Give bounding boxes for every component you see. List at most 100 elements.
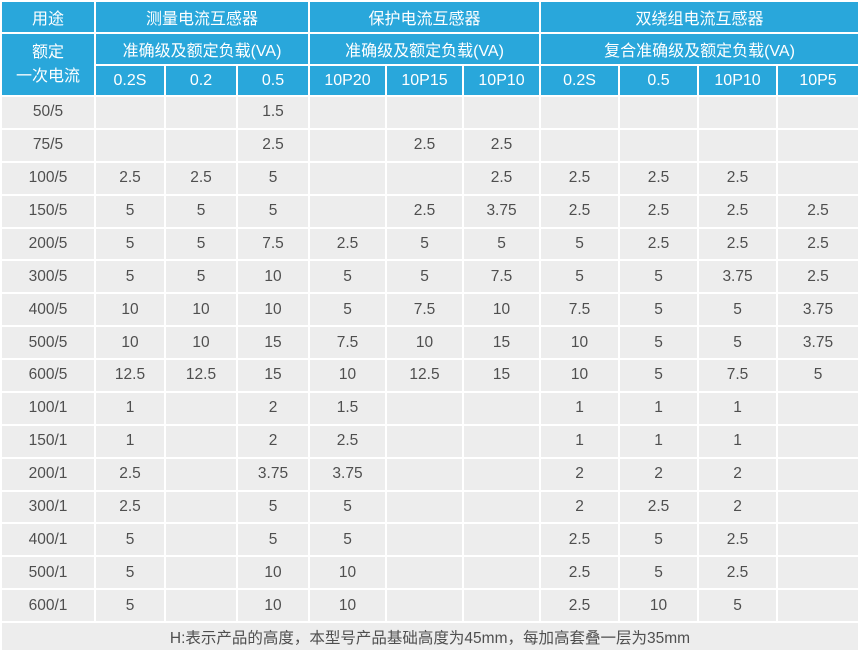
table-row: 100/1 1 2 1.5 1 1 1	[2, 392, 858, 424]
load-value-cell	[166, 491, 236, 523]
load-value-cell: 2.5	[699, 162, 777, 194]
load-value-cell: 10	[238, 261, 309, 293]
load-value-cell: 5	[620, 557, 698, 589]
load-value-cell: 12.5	[96, 360, 164, 391]
load-value-cell: 2.5	[96, 491, 164, 523]
load-value-cell	[699, 97, 777, 128]
load-value-cell: 5	[96, 261, 164, 293]
load-value-cell	[166, 97, 236, 128]
row-current-label: 200/5	[2, 228, 94, 260]
load-value-cell: 1.5	[310, 392, 386, 424]
load-value-cell: 2	[541, 458, 619, 490]
load-value-cell: 1.5	[238, 97, 309, 128]
row-current-label: 100/1	[2, 392, 94, 424]
load-value-cell	[778, 97, 858, 128]
load-value-cell: 10	[166, 294, 236, 326]
load-value-cell: 2.5	[464, 129, 540, 161]
load-value-cell	[464, 590, 540, 621]
measuring-ct-group-header: 测量电流互感器	[96, 2, 309, 32]
load-value-cell: 10	[238, 294, 309, 326]
load-value-cell: 3.75	[238, 458, 309, 490]
load-value-cell: 2.5	[620, 228, 698, 260]
table-row: 150/1 1 2 2.5 1 1 1	[2, 425, 858, 457]
usage-header-cell: 用途	[2, 2, 94, 32]
load-value-cell	[387, 97, 463, 128]
load-value-cell	[310, 162, 386, 194]
load-value-cell: 5	[310, 261, 386, 293]
load-value-cell: 3.75	[778, 294, 858, 326]
table-row: 600/1 5 10 10 2.5 10 5	[2, 590, 858, 621]
load-value-cell: 2.5	[699, 524, 777, 556]
load-value-cell: 1	[699, 392, 777, 424]
load-value-cell: 5	[238, 195, 309, 227]
subheader-row: 额定 一次电流 准确级及额定负载(VA) 准确级及额定负载(VA) 复合准确级及…	[2, 34, 858, 95]
rated-current-line-1: 额定	[31, 44, 64, 62]
load-value-cell: 2.5	[166, 162, 236, 194]
load-value-cell	[778, 162, 858, 194]
load-value-cell: 5	[238, 524, 309, 556]
load-value-cell: 3.75	[310, 458, 386, 490]
row-current-label: 200/1	[2, 458, 94, 490]
load-value-cell: 10	[238, 557, 309, 589]
load-value-cell	[166, 557, 236, 589]
load-value-cell: 15	[238, 327, 309, 358]
load-value-cell: 2	[238, 392, 309, 424]
load-value-cell: 2.5	[620, 162, 698, 194]
table-row: 150/5 5 5 5 2.5 3.75 2.5 2.5 2.5 2.5	[2, 195, 858, 227]
load-value-cell	[620, 129, 698, 161]
load-value-cell: 15	[464, 327, 540, 358]
load-value-cell: 5	[387, 261, 463, 293]
load-value-cell: 2.5	[620, 491, 698, 523]
load-value-cell	[166, 590, 236, 621]
load-value-cell	[310, 129, 386, 161]
table-body: 50/5 1.5 75/5 2.5 2.5 2.5 100/5 2.5 2.5 5 2.5 2.5 2.…	[2, 97, 858, 621]
load-value-cell: 3.75	[778, 327, 858, 358]
load-value-cell	[778, 524, 858, 556]
load-value-cell: 2.5	[238, 129, 309, 161]
load-value-cell: 5	[387, 228, 463, 260]
load-value-cell: 2.5	[387, 195, 463, 227]
protection-ct-group-header: 保护电流互感器	[310, 2, 540, 32]
load-value-cell: 10	[541, 327, 619, 358]
load-value-cell: 2.5	[541, 195, 619, 227]
load-value-cell: 1	[620, 425, 698, 457]
load-value-cell: 2.5	[778, 195, 858, 227]
height-footnote: H:表示产品的高度，本型号产品基础高度为45mm，每加高套叠一层为35mm	[2, 623, 858, 650]
load-value-cell	[778, 590, 858, 621]
table-row: 500/5 10 10 15 7.5 10 15 10 5 5 3.75	[2, 327, 858, 358]
load-value-cell: 5	[238, 162, 309, 194]
load-value-cell: 5	[310, 524, 386, 556]
load-value-cell: 2.5	[541, 524, 619, 556]
load-value-cell: 2.5	[464, 162, 540, 194]
table-row: 600/5 12.5 12.5 15 10 12.5 15 10 5 7.5 5	[2, 360, 858, 391]
load-value-cell	[387, 162, 463, 194]
load-value-cell	[778, 425, 858, 457]
load-value-cell	[464, 425, 540, 457]
table-row: 200/5 5 5 7.5 2.5 5 5 5 2.5 2.5 2.5	[2, 228, 858, 260]
table-row: 400/1 5 5 5 2.5 5 2.5	[2, 524, 858, 556]
load-value-cell: 1	[541, 425, 619, 457]
load-value-cell: 5	[699, 590, 777, 621]
row-current-label: 150/1	[2, 425, 94, 457]
load-value-cell	[387, 557, 463, 589]
table-row: 500/1 5 10 10 2.5 5 2.5	[2, 557, 858, 589]
load-value-cell: 5	[541, 261, 619, 293]
load-value-cell: 2	[238, 425, 309, 457]
load-value-cell: 5	[166, 228, 236, 260]
load-value-cell: 5	[620, 524, 698, 556]
load-value-cell: 1	[96, 392, 164, 424]
load-value-cell: 10	[387, 327, 463, 358]
load-value-cell: 1	[699, 425, 777, 457]
class-header: 0.5	[620, 66, 698, 95]
load-value-cell	[464, 97, 540, 128]
row-current-label: 300/1	[2, 491, 94, 523]
class-header: 0.5	[238, 66, 309, 95]
load-value-cell: 5	[96, 557, 164, 589]
row-current-label: 500/1	[2, 557, 94, 589]
row-current-label: 400/5	[2, 294, 94, 326]
load-value-cell: 2	[620, 458, 698, 490]
load-value-cell: 5	[310, 491, 386, 523]
load-value-cell	[387, 491, 463, 523]
load-value-cell: 5	[464, 228, 540, 260]
load-value-cell: 2.5	[96, 458, 164, 490]
